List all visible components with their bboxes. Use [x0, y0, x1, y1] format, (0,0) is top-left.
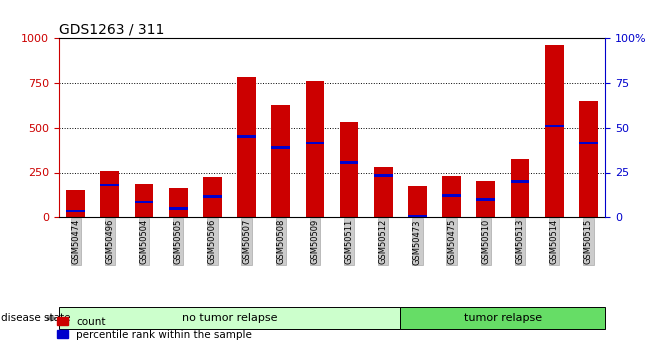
Text: GSM50509: GSM50509 [311, 219, 320, 264]
Text: no tumor relapse: no tumor relapse [182, 313, 277, 323]
Bar [271, 146, 290, 149]
Text: tumor relapse: tumor relapse [464, 313, 542, 323]
Bar [135, 184, 154, 217]
Text: GSM50512: GSM50512 [379, 219, 388, 264]
Text: disease state: disease state [1, 313, 71, 323]
Bar [545, 45, 564, 217]
Bar [66, 210, 85, 213]
Text: GSM50496: GSM50496 [105, 219, 115, 265]
Bar [203, 195, 222, 198]
Bar [477, 198, 495, 201]
Text: GSM50514: GSM50514 [549, 219, 559, 264]
Bar [510, 159, 529, 217]
Bar [408, 186, 427, 217]
Text: GSM50513: GSM50513 [516, 219, 525, 265]
Bar [374, 174, 393, 177]
Bar [237, 135, 256, 138]
Bar [305, 141, 324, 144]
Bar [135, 201, 154, 204]
Text: GSM50475: GSM50475 [447, 219, 456, 265]
Bar [442, 176, 461, 217]
Text: GSM50507: GSM50507 [242, 219, 251, 265]
Bar [169, 207, 187, 210]
Bar [408, 215, 427, 218]
Text: GSM50504: GSM50504 [139, 219, 148, 264]
Bar [579, 101, 598, 217]
Text: GSM50508: GSM50508 [276, 219, 285, 265]
Text: GSM50473: GSM50473 [413, 219, 422, 265]
Text: GSM50515: GSM50515 [584, 219, 593, 264]
Bar [100, 184, 119, 186]
Text: GSM50474: GSM50474 [71, 219, 80, 265]
Bar [305, 81, 324, 217]
Bar [203, 177, 222, 217]
Text: GSM50506: GSM50506 [208, 219, 217, 265]
Text: GSM50505: GSM50505 [174, 219, 183, 264]
Bar [374, 167, 393, 217]
Bar [340, 122, 359, 217]
Bar [271, 105, 290, 217]
Bar [510, 180, 529, 183]
Bar [237, 77, 256, 217]
Bar [545, 125, 564, 127]
Bar [340, 161, 359, 164]
Bar [579, 141, 598, 144]
Legend: count, percentile rank within the sample: count, percentile rank within the sample [57, 317, 252, 340]
Bar [66, 190, 85, 217]
Text: GSM50511: GSM50511 [344, 219, 353, 264]
Bar [100, 171, 119, 217]
Bar [169, 188, 187, 217]
Bar [477, 180, 495, 217]
Text: GSM50510: GSM50510 [481, 219, 490, 264]
Text: GDS1263 / 311: GDS1263 / 311 [59, 23, 164, 37]
Bar [442, 195, 461, 197]
